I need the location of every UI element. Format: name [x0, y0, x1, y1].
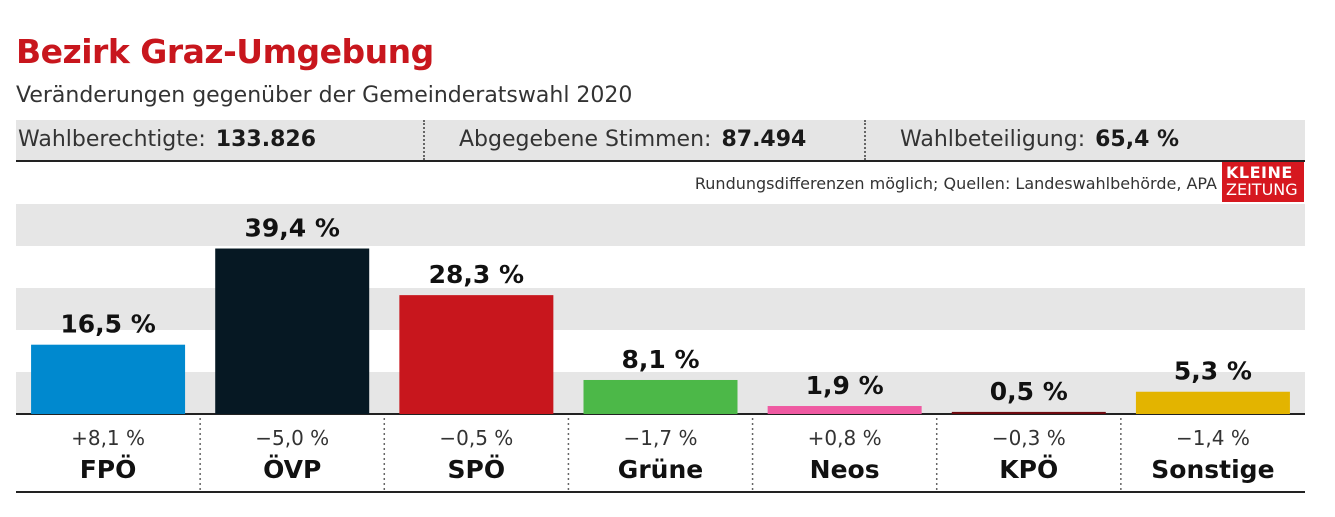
stats-bar: Wahlberechtigte: 133.826 Abgegebene Stim…: [16, 120, 1305, 162]
data-label-0: 16,5 %: [60, 310, 155, 339]
stat-eligible: Wahlberechtigte: 133.826: [16, 120, 423, 160]
category-label-2: SPÖ: [448, 454, 506, 484]
category-label-3: Grüne: [618, 455, 703, 484]
change-label-3: −1,7 %: [624, 426, 698, 450]
change-label-6: −1,4 %: [1176, 426, 1250, 450]
category-label-5: KPÖ: [999, 454, 1058, 484]
change-label-0: +8,1 %: [71, 426, 145, 450]
bar-1: [215, 248, 370, 414]
stat-eligible-label: Wahlberechtigte:: [18, 127, 206, 152]
category-label-0: FPÖ: [80, 454, 137, 484]
bar-5: [951, 411, 1106, 414]
data-label-4: 1,9 %: [806, 371, 884, 400]
category-label-6: Sonstige: [1151, 455, 1274, 484]
bar-0: [31, 344, 186, 414]
data-label-1: 39,4 %: [244, 214, 339, 243]
grid-band-2: [16, 204, 1305, 246]
data-label-6: 5,3 %: [1174, 357, 1252, 386]
stat-turnout-value: 65,4 %: [1095, 127, 1180, 152]
bar-2: [399, 295, 554, 414]
category-label-4: Neos: [810, 455, 880, 484]
stat-eligible-value: 133.826: [215, 127, 316, 152]
stat-turnout-label: Wahlbeteiligung:: [900, 127, 1086, 152]
chart-subtitle: Veränderungen gegenüber der Gemeinderats…: [16, 83, 633, 108]
data-label-5: 0,5 %: [990, 377, 1068, 406]
data-label-2: 28,3 %: [429, 260, 524, 289]
stat-votes-value: 87.494: [721, 127, 807, 152]
bar-6: [1135, 391, 1290, 414]
change-label-4: +0,8 %: [808, 426, 882, 450]
category-label-1: ÖVP: [263, 454, 321, 484]
logo-line-2: ZEITUNG: [1226, 180, 1298, 199]
bar-3: [583, 379, 738, 414]
logo-line-1: KLEINE: [1226, 163, 1293, 182]
change-label-2: −0,5 %: [439, 426, 513, 450]
data-label-3: 8,1 %: [621, 345, 699, 374]
change-label-1: −5,0 %: [255, 426, 329, 450]
kleine-zeitung-logo: KLEINE ZEITUNG: [1222, 162, 1304, 202]
chart-title: Bezirk Graz-Umgebung: [16, 32, 434, 71]
source-note: Rundungsdifferenzen möglich; Quellen: La…: [694, 174, 1217, 193]
stat-votes-label: Abgegebene Stimmen:: [459, 127, 712, 152]
stat-votes: Abgegebene Stimmen: 87.494: [423, 120, 864, 160]
grid-band-1: [16, 288, 1305, 330]
stat-turnout: Wahlbeteiligung: 65,4 %: [864, 120, 1305, 160]
change-label-5: −0,3 %: [992, 426, 1066, 450]
bar-4: [767, 406, 922, 414]
